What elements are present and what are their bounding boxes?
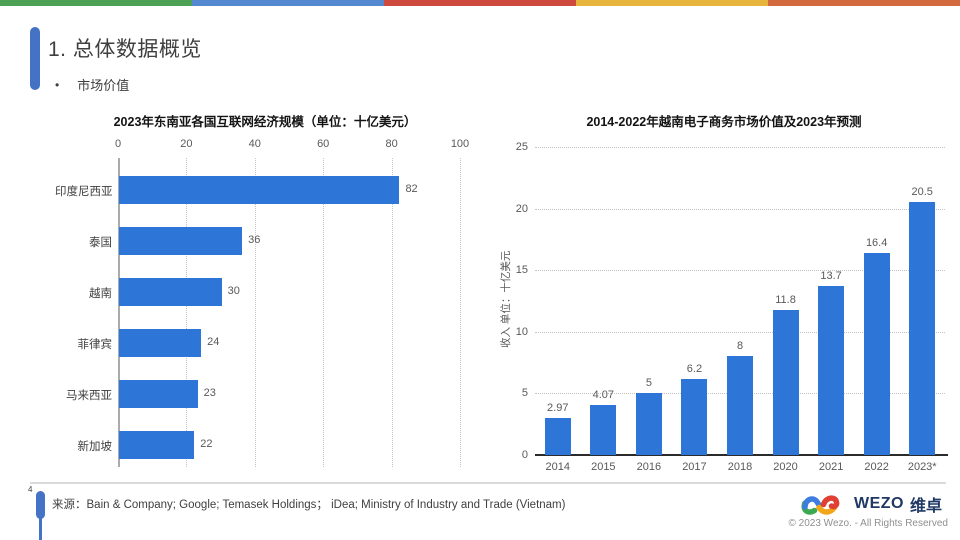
- gridline: [323, 158, 325, 467]
- x-tick-label: 80: [385, 138, 398, 150]
- page-title: 1. 总体数据概览: [48, 38, 202, 61]
- bar-value-label: 13.7: [820, 270, 842, 283]
- bar: [909, 202, 936, 455]
- bar: [119, 176, 400, 204]
- stripe-segment: [384, 0, 576, 6]
- x-tick-label: 20: [180, 138, 193, 150]
- x-tick-label: 2015: [591, 461, 616, 473]
- logo-text-cn: 维卓: [910, 498, 943, 515]
- bar-value-label: 5: [645, 377, 652, 390]
- bar-value-label: 6.2: [686, 362, 703, 375]
- chart-vietnam-ecommerce: 2014-2022年越南电子商务市场价值及2023年预测 收入 单位：十亿美元 …: [498, 105, 950, 480]
- stripe-segment: [0, 0, 192, 6]
- bar-value-label: 11.8: [775, 293, 796, 306]
- y-tick-label: 0: [521, 449, 528, 461]
- bar: [772, 309, 799, 455]
- bar-value-label: 23: [203, 387, 216, 399]
- bar: [544, 418, 571, 455]
- y-tick-label: 25: [515, 141, 528, 153]
- category-label: 越南: [89, 288, 112, 300]
- gridline: [254, 158, 256, 467]
- bar: [818, 286, 845, 455]
- title-accent-bar: [30, 27, 40, 90]
- logo-text-en: WEZO: [854, 495, 904, 512]
- bar: [681, 378, 708, 455]
- copyright-text: © 2023 Wezo. - All Rights Reserved: [788, 518, 948, 529]
- category-label: 菲律宾: [77, 339, 113, 351]
- x-tick-label: 2021: [818, 461, 844, 473]
- x-tick-label: 60: [317, 138, 330, 150]
- gridline: [186, 158, 188, 467]
- bar-value-label: 30: [227, 285, 240, 297]
- bar: [863, 252, 890, 455]
- footer-divider: [30, 482, 946, 484]
- bar-value-label: 2.97: [547, 402, 569, 415]
- bar-value-label: 4.07: [592, 388, 615, 401]
- x-tick-label: 2017: [682, 461, 707, 473]
- wezo-logo-icon: [801, 495, 840, 515]
- bullet-label: 市场价值: [77, 78, 130, 93]
- logo: WEZO 维卓: [800, 492, 942, 516]
- category-label: 新加坡: [77, 441, 113, 453]
- x-tick-label: 40: [248, 138, 261, 150]
- footer-accent-line: [39, 518, 42, 540]
- x-tick-label: 2018: [727, 461, 753, 473]
- bar: [635, 393, 662, 455]
- bar: [727, 356, 753, 455]
- bar: [119, 329, 202, 357]
- category-label: 泰国: [89, 237, 112, 249]
- x-tick-label: 2020: [773, 461, 798, 473]
- source-text: 来源：Bain & Company; Google; Temasek Holdi…: [52, 499, 566, 511]
- y-tick-label: 10: [515, 325, 528, 338]
- gridline: [535, 208, 945, 210]
- bar-value-label: 82: [405, 183, 418, 195]
- x-tick-label: 2016: [636, 461, 662, 473]
- right-chart-title: 2014-2022年越南电子商务市场价值及2023年预测: [586, 115, 862, 129]
- bullet-row: • 市场价值: [55, 75, 129, 94]
- y-tick-label: 20: [515, 202, 528, 215]
- bar: [590, 404, 617, 455]
- left-chart-title: 2023年东南亚各国互联网经济规模（单位：十亿美元）: [113, 115, 417, 129]
- x-tick-label: 2023*: [907, 461, 937, 473]
- category-label: 印度尼西亚: [55, 186, 113, 198]
- category-label: 马来西亚: [66, 390, 112, 402]
- bar-value-label: 22: [200, 438, 213, 450]
- bullet-icon: •: [55, 77, 60, 92]
- bar-value-label: 8: [736, 340, 744, 353]
- bar-value-label: 36: [248, 234, 261, 246]
- bar-value-label: 16.4: [865, 236, 888, 249]
- stripe-segment: [192, 0, 384, 6]
- bar: [119, 431, 195, 459]
- gridline: [391, 158, 393, 467]
- footer-accent-bar: [36, 491, 45, 519]
- bar: [119, 227, 243, 255]
- decorative-top-stripe: [0, 0, 960, 6]
- bar-value-label: 20.5: [911, 186, 933, 199]
- x-tick-label: 100: [450, 138, 470, 150]
- y-tick-label: 5: [521, 387, 528, 400]
- y-axis-line: [118, 158, 120, 467]
- gridline: [535, 147, 945, 148]
- x-tick-label: 0: [114, 138, 122, 150]
- stripe-segment: [576, 0, 768, 6]
- stripe-segment: [768, 0, 960, 6]
- x-axis-line: [535, 454, 948, 456]
- bar-value-label: 24: [207, 336, 220, 348]
- x-tick-label: 2014: [545, 461, 570, 473]
- gridline: [460, 158, 461, 467]
- chart-sea-internet-economy: 2023年东南亚各国互联网经济规模（单位：十亿美元） 0 20 40 60 80 100 印…: [55, 105, 475, 477]
- bar: [119, 380, 198, 408]
- y-tick-label: 15: [515, 264, 528, 277]
- gridline: [535, 270, 945, 272]
- x-tick-label: 2022: [864, 461, 889, 473]
- slide-number: 4: [28, 485, 33, 494]
- bar: [119, 278, 222, 306]
- gridline: [535, 331, 945, 333]
